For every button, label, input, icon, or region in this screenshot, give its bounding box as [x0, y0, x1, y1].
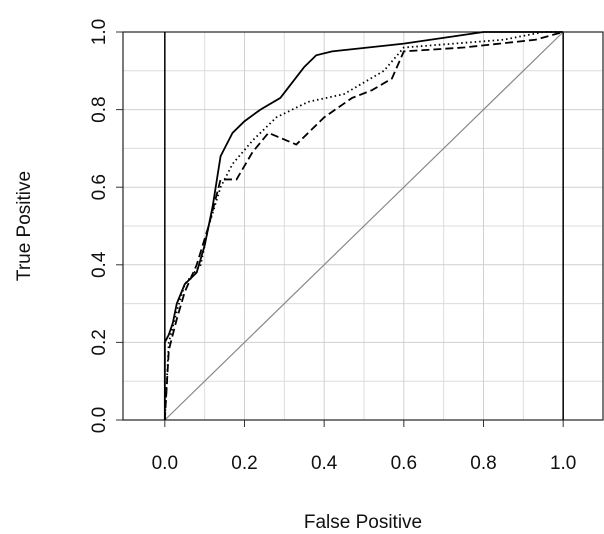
reference-line	[164, 31, 564, 421]
x-tick-label: 0.2	[231, 453, 257, 474]
roc-line	[163, 31, 564, 421]
y-tick-label: 0.2	[89, 329, 110, 355]
y-tick-label: 0.6	[89, 174, 110, 200]
x-tick-label: 0.0	[152, 453, 178, 474]
y-tick-label: 0.8	[89, 96, 110, 122]
x-axis-label: False Positive	[304, 512, 422, 533]
x-tick-label: 0.4	[311, 453, 338, 474]
plot-frame	[122, 31, 604, 421]
x-tick-label: 0.8	[470, 453, 496, 474]
y-tick-label: 1.0	[89, 19, 110, 45]
x-tick-label: 0.6	[391, 453, 417, 474]
y-tick-label: 0.4	[89, 251, 110, 278]
x-tick-label: 1.0	[550, 453, 576, 474]
roc-line	[163, 31, 564, 420]
y-tick-label: 0.0	[89, 407, 110, 433]
y-axis-label: True Positive	[14, 171, 35, 281]
